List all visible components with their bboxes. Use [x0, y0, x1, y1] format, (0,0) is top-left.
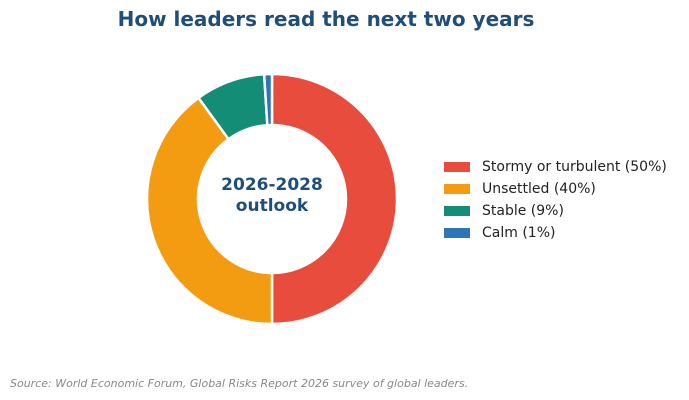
legend-item-stable: Stable (9%) — [444, 200, 667, 222]
legend-label-stable: Stable (9%) — [482, 203, 564, 219]
legend-swatch-unsettled — [444, 184, 470, 194]
legend-label-calm: Calm (1%) — [482, 225, 556, 241]
legend-item-unsettled: Unsettled (40%) — [444, 178, 667, 200]
legend-swatch-calm — [444, 228, 470, 238]
slice-stormy — [270, 72, 399, 326]
slice-calm — [262, 72, 274, 127]
legend: Stormy or turbulent (50%) Unsettled (40%… — [444, 156, 667, 244]
slice-unsettled — [145, 96, 274, 326]
legend-swatch-stable — [444, 206, 470, 216]
legend-swatch-stormy — [444, 162, 470, 172]
center-label-line-2: outlook — [235, 196, 309, 216]
center-label-line-1: 2026-2028 — [221, 175, 323, 195]
source-note: Source: World Economic Forum, Global Ris… — [10, 377, 469, 390]
donut-slices — [145, 72, 399, 326]
legend-label-unsettled: Unsettled (40%) — [482, 181, 596, 197]
legend-label-stormy: Stormy or turbulent (50%) — [482, 159, 667, 175]
legend-item-stormy: Stormy or turbulent (50%) — [444, 156, 667, 178]
donut-center-label: 2026-2028 outlook — [197, 175, 347, 217]
legend-item-calm: Calm (1%) — [444, 222, 667, 244]
chart-title: How leaders read the next two years — [117, 7, 535, 31]
